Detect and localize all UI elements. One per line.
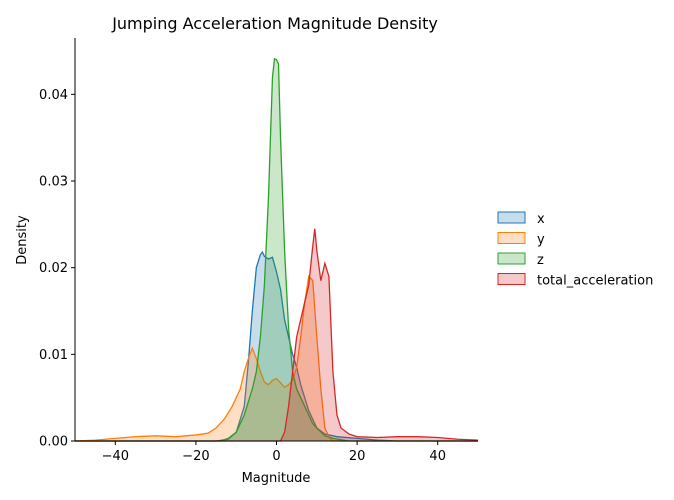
legend-swatch-y xyxy=(497,232,526,244)
legend: xyz total_acceleration xyxy=(497,211,653,289)
series-line-x xyxy=(75,250,478,442)
y-tick-label: 0.02 xyxy=(39,261,68,276)
legend-label-total-acceleration: total_acceleration xyxy=(537,274,653,289)
legend-swatch-total-acceleration xyxy=(497,273,526,285)
y-tick-label: 0.03 xyxy=(39,175,68,190)
y-axis-label: Density xyxy=(15,215,30,265)
y-axis: 0.00 0.01 0.02 0.03 0.04 xyxy=(39,38,76,450)
x-tick-label: 0 xyxy=(272,449,280,464)
x-axis: −40 −20 0 20 40 xyxy=(75,440,478,464)
y-tick-label: 0.01 xyxy=(39,348,68,363)
y-tick-label: 0.04 xyxy=(39,88,68,103)
legend-label-y: y xyxy=(537,233,545,248)
plot-area xyxy=(74,57,479,442)
series-line-y xyxy=(74,274,478,442)
x-tick-label: −40 xyxy=(102,449,129,464)
series-area-x xyxy=(75,252,478,441)
series-area-y xyxy=(75,276,478,441)
series-area-z xyxy=(75,58,478,442)
legend-label-z: z xyxy=(537,253,544,268)
x-tick-label: 40 xyxy=(429,449,446,464)
y-tick-label: 0.00 xyxy=(39,435,68,450)
series-line-z xyxy=(75,57,478,442)
legend-swatch-z xyxy=(497,252,526,265)
legend-swatch-x xyxy=(497,211,526,224)
x-axis-label: Magnitude xyxy=(242,471,311,486)
x-tick-label: 20 xyxy=(349,449,366,464)
x-tick-label: −20 xyxy=(182,449,209,464)
chart-title: Jumping Acceleration Magnitude Density xyxy=(111,14,438,33)
legend-label-x: x xyxy=(537,212,545,227)
series-line-total-acceleration xyxy=(75,228,479,442)
